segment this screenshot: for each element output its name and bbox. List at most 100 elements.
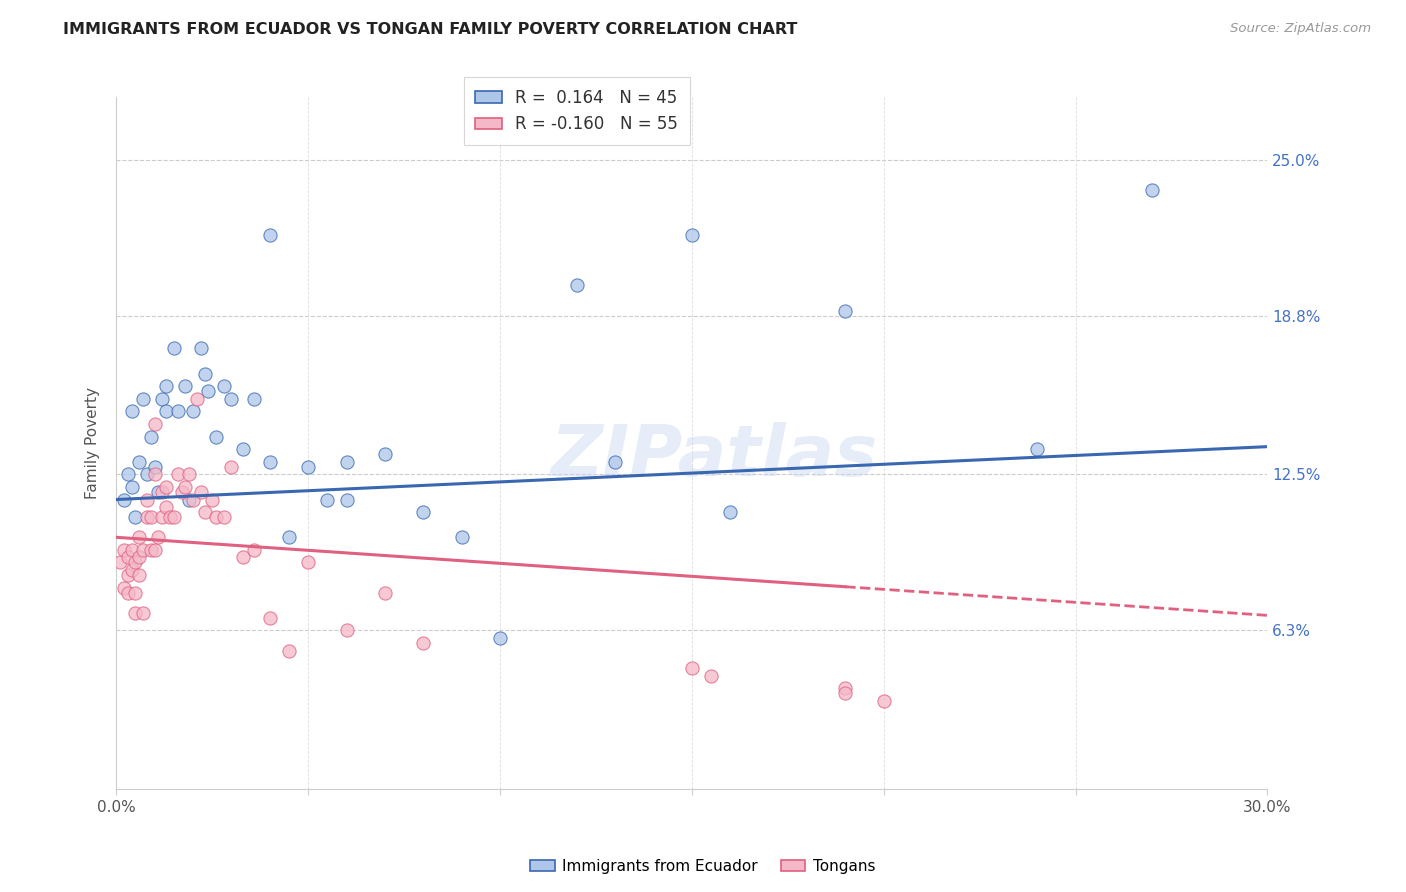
Point	[117, 585, 139, 599]
Point	[190, 342, 212, 356]
Point	[143, 417, 166, 431]
Point	[128, 530, 150, 544]
Text: ZIPatlas: ZIPatlas	[551, 422, 879, 491]
Point	[112, 542, 135, 557]
Point	[124, 556, 146, 570]
Text: IMMIGRANTS FROM ECUADOR VS TONGAN FAMILY POVERTY CORRELATION CHART: IMMIGRANTS FROM ECUADOR VS TONGAN FAMILY…	[63, 22, 797, 37]
Point	[117, 467, 139, 482]
Point	[108, 556, 131, 570]
Point	[121, 563, 143, 577]
Point	[259, 228, 281, 243]
Point	[243, 542, 266, 557]
Point	[565, 278, 588, 293]
Point	[121, 542, 143, 557]
Text: Source: ZipAtlas.com: Source: ZipAtlas.com	[1230, 22, 1371, 36]
Point	[124, 585, 146, 599]
Point	[143, 459, 166, 474]
Point	[700, 669, 723, 683]
Point	[412, 636, 434, 650]
Point	[201, 492, 224, 507]
Point	[193, 367, 215, 381]
Point	[412, 505, 434, 519]
Point	[873, 694, 896, 708]
Point	[374, 585, 396, 599]
Point	[163, 342, 186, 356]
Point	[205, 510, 228, 524]
Point	[136, 467, 159, 482]
Point	[193, 505, 215, 519]
Point	[150, 392, 173, 406]
Point	[124, 510, 146, 524]
Point	[128, 568, 150, 582]
Point	[128, 455, 150, 469]
Point	[112, 581, 135, 595]
Point	[297, 556, 319, 570]
Point	[132, 542, 155, 557]
Point	[174, 480, 197, 494]
Point	[174, 379, 197, 393]
Point	[834, 303, 856, 318]
Point	[124, 606, 146, 620]
Point	[718, 505, 741, 519]
Point	[163, 510, 186, 524]
Point	[117, 568, 139, 582]
Point	[374, 447, 396, 461]
Point	[186, 392, 208, 406]
Point	[212, 379, 235, 393]
Point	[834, 681, 856, 696]
Point	[232, 442, 254, 457]
Point	[1026, 442, 1049, 457]
Point	[136, 510, 159, 524]
Point	[834, 686, 856, 700]
Point	[166, 404, 188, 418]
Point	[259, 455, 281, 469]
Point	[335, 624, 357, 638]
Point	[121, 404, 143, 418]
Point	[259, 611, 281, 625]
Point	[205, 429, 228, 443]
Point	[681, 661, 703, 675]
Point	[603, 455, 626, 469]
Point	[450, 530, 472, 544]
Point	[489, 631, 512, 645]
Point	[148, 485, 170, 500]
Point	[179, 492, 201, 507]
Point	[681, 228, 703, 243]
Point	[132, 606, 155, 620]
Point	[150, 510, 173, 524]
Point	[243, 392, 266, 406]
Point	[221, 392, 243, 406]
Point	[148, 530, 170, 544]
Legend: R =  0.164   N = 45, R = -0.160   N = 55: R = 0.164 N = 45, R = -0.160 N = 55	[464, 78, 690, 145]
Point	[143, 542, 166, 557]
Point	[212, 510, 235, 524]
Point	[181, 492, 204, 507]
Point	[166, 467, 188, 482]
Point	[197, 384, 219, 399]
Point	[170, 485, 193, 500]
Point	[143, 467, 166, 482]
Point	[335, 455, 357, 469]
Point	[221, 459, 243, 474]
Point	[1142, 183, 1164, 197]
Point	[232, 550, 254, 565]
Point	[139, 510, 162, 524]
Point	[132, 392, 155, 406]
Point	[278, 530, 301, 544]
Point	[139, 542, 162, 557]
Point	[155, 480, 177, 494]
Point	[316, 492, 339, 507]
Point	[278, 643, 301, 657]
Point	[117, 550, 139, 565]
Point	[297, 459, 319, 474]
Point	[121, 480, 143, 494]
Point	[155, 404, 177, 418]
Legend: Immigrants from Ecuador, Tongans: Immigrants from Ecuador, Tongans	[524, 853, 882, 880]
Point	[190, 485, 212, 500]
Point	[159, 510, 181, 524]
Point	[150, 485, 173, 500]
Point	[128, 550, 150, 565]
Point	[179, 467, 201, 482]
Point	[139, 429, 162, 443]
Point	[155, 500, 177, 514]
